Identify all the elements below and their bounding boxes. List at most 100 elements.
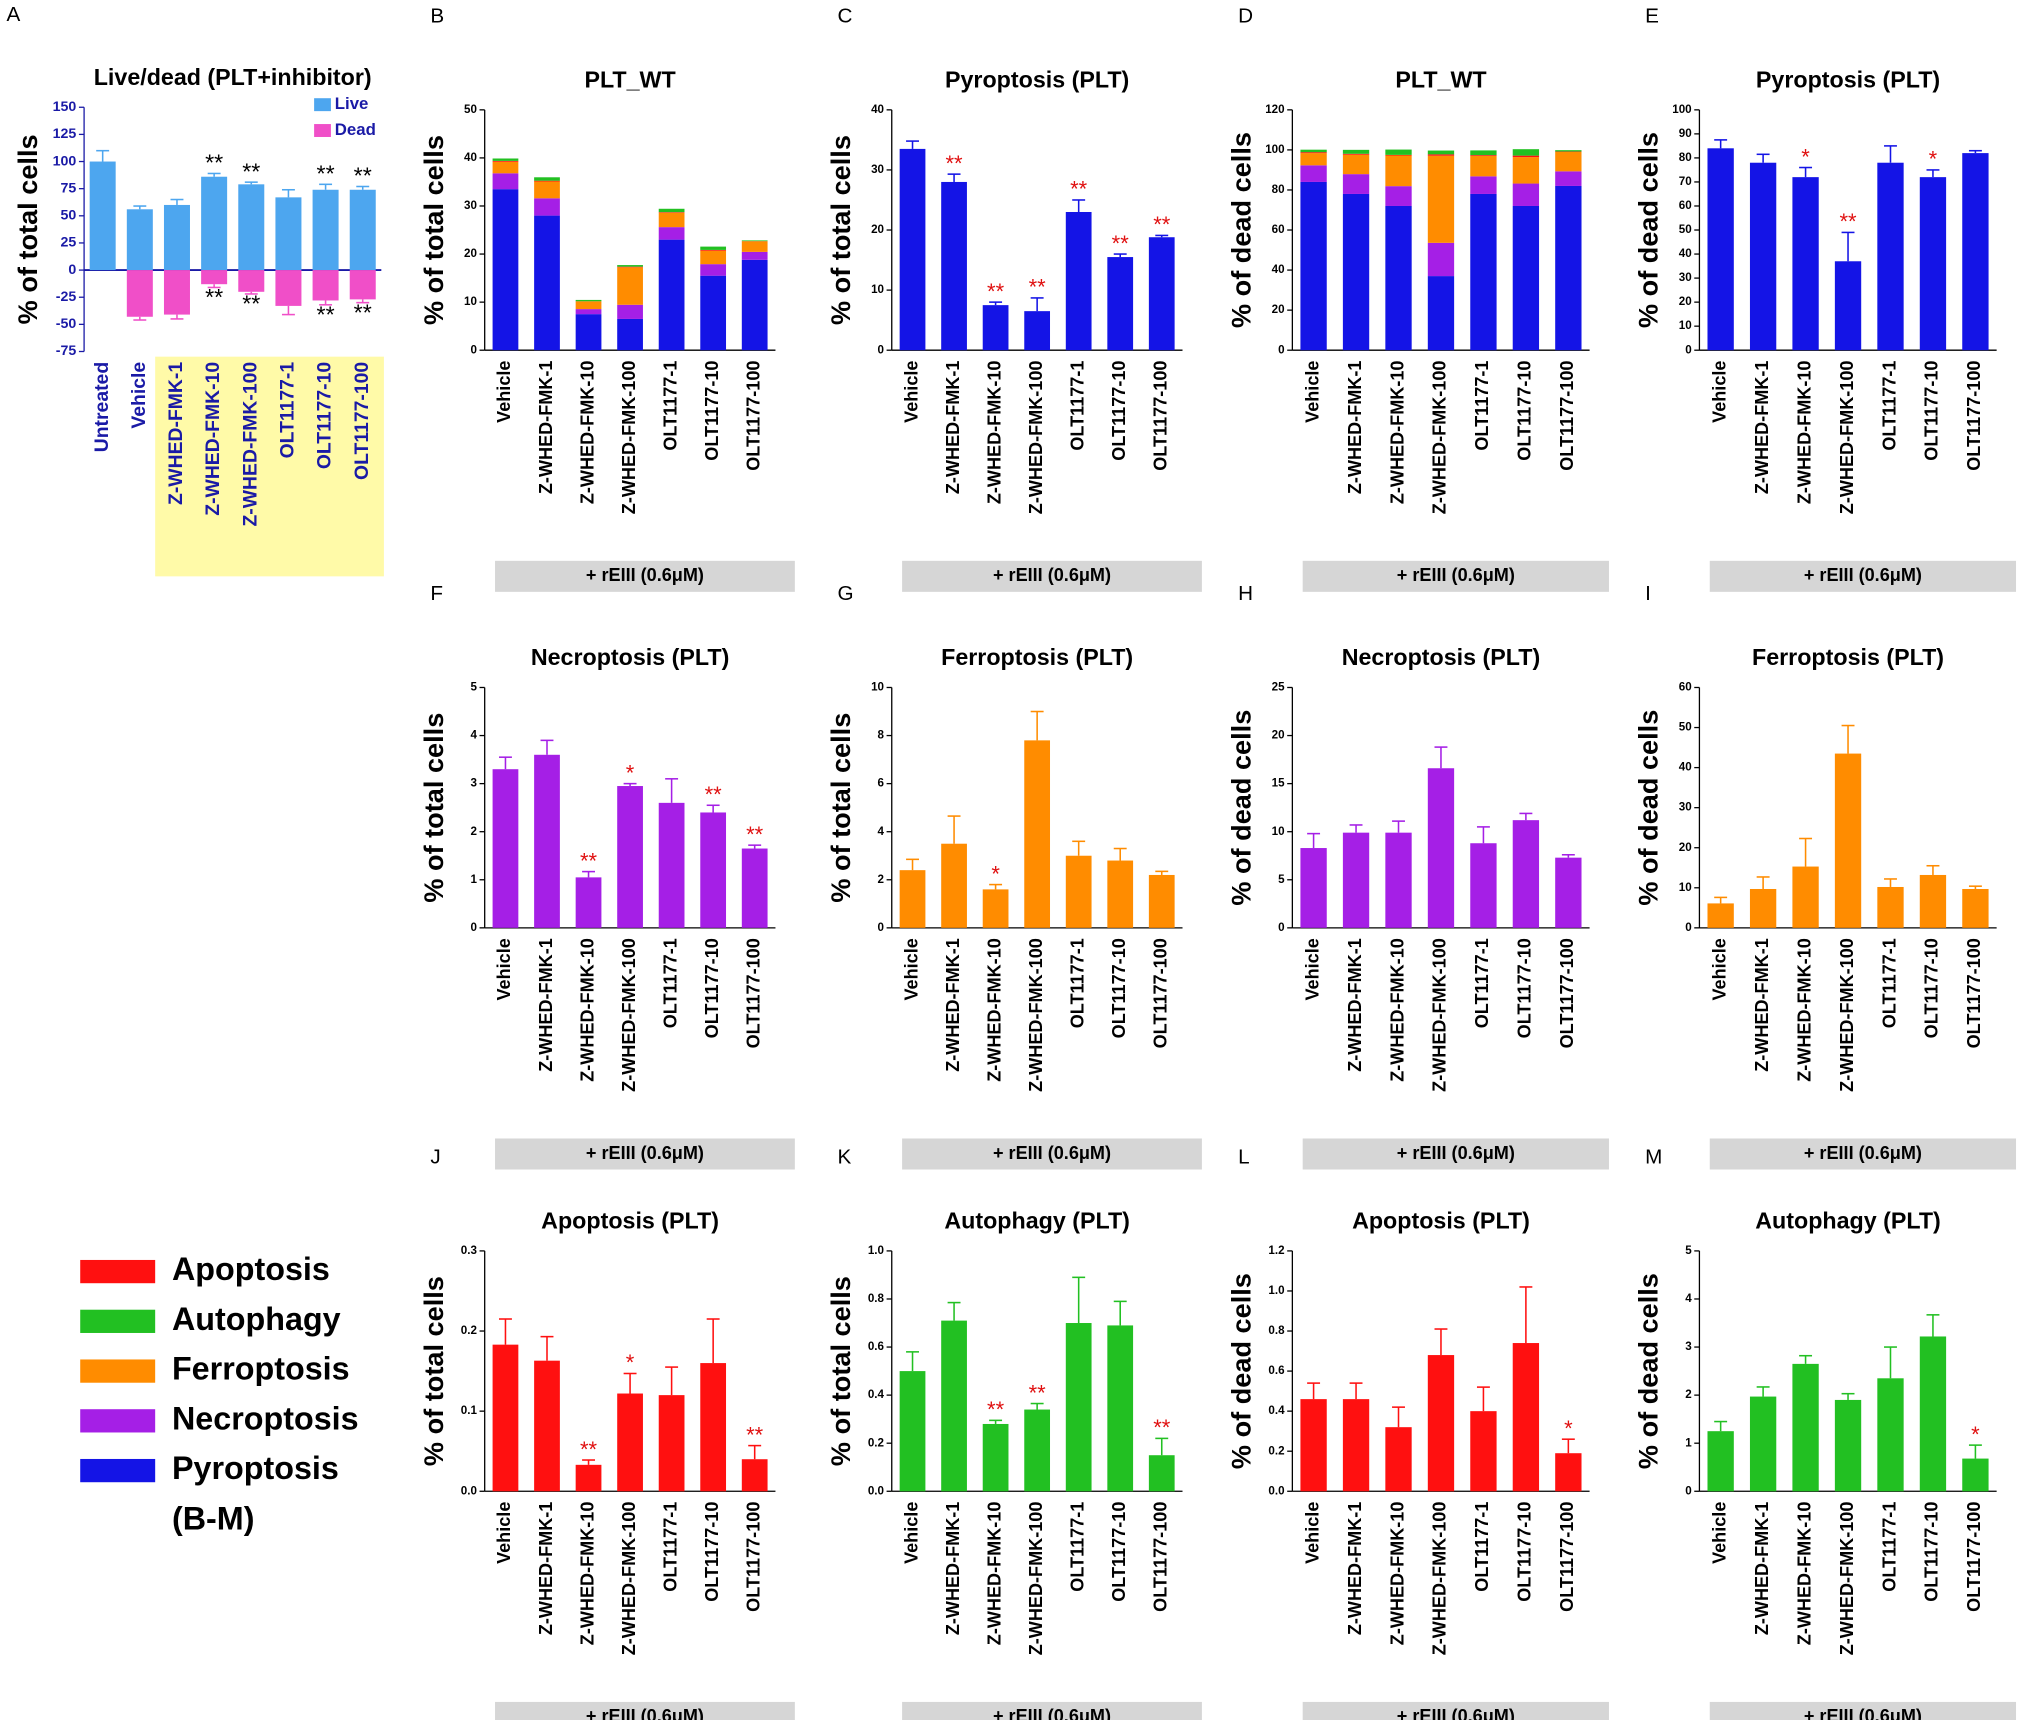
y-tick-label: 60 (1679, 681, 1692, 694)
bar-segment (1427, 150, 1455, 155)
footer-label: + rEIII (0.6μM) (993, 565, 1111, 585)
error-bar (1030, 297, 1044, 312)
error-bar (499, 756, 512, 770)
bar (1300, 848, 1327, 928)
panel-letter: L (1238, 1145, 1250, 1168)
bar-segment (1342, 193, 1370, 351)
error-bar (133, 316, 147, 321)
error-bar (244, 291, 258, 295)
bar (1792, 866, 1819, 928)
bar (1148, 874, 1175, 928)
footer-label: + rEIII (0.6μM) (1804, 565, 1922, 585)
error-bar (281, 188, 295, 198)
x-tick-label: OLT1177-1 (1879, 1502, 1899, 1592)
x-tick-label: OLT1177-100 (743, 1502, 763, 1612)
bar-segment (492, 161, 519, 174)
bar (899, 1371, 926, 1492)
error-bar (96, 149, 110, 162)
bar-segment (534, 198, 560, 216)
significance-mark: ** (987, 1397, 1005, 1422)
x-tick-label: OLT1177-10 (1109, 361, 1129, 461)
error-bar (1756, 153, 1770, 163)
error-bar (1155, 870, 1169, 875)
error-bar (1968, 1444, 1982, 1459)
significance-mark: * (1929, 147, 1938, 172)
bar (1148, 237, 1175, 351)
x-tick-label: Vehicle (901, 1502, 921, 1564)
y-tick-label: 30 (1679, 271, 1692, 284)
x-tick-label: Z-WHED-FMK-10 (1387, 938, 1407, 1082)
x-tick-label: Z-WHED-FMK-1 (165, 362, 187, 505)
bar (163, 204, 190, 271)
significance-mark: ** (1153, 212, 1171, 237)
y-tick-label: 1 (470, 873, 477, 886)
bar-segment (1512, 157, 1540, 184)
y-tick-label: 1.2 (1268, 1244, 1284, 1257)
error-bar (706, 804, 720, 813)
y-tick-label: 0 (878, 921, 884, 934)
legend-swatch (80, 1359, 156, 1383)
bar (492, 769, 519, 928)
y-tick-label: 40 (1272, 263, 1285, 276)
footer-box (1709, 1138, 2017, 1170)
y-tick-label: 0 (878, 343, 884, 356)
y-axis-label: % of total cells (418, 713, 449, 903)
y-tick-label: 120 (1265, 103, 1284, 116)
x-tick-label: OLT1177-1 (660, 1502, 680, 1592)
bar-segment (1470, 155, 1497, 177)
bar (1065, 855, 1092, 928)
bar (1107, 1325, 1134, 1492)
error-bar (1714, 896, 1728, 904)
bar (982, 889, 1009, 928)
footer-box (495, 1701, 795, 1720)
x-tick-label: OLT1177-10 (1515, 938, 1535, 1038)
error-bar (1155, 234, 1169, 238)
bar (1919, 874, 1947, 928)
x-tick-label: Z-WHED-FMK-100 (1837, 1502, 1857, 1656)
x-tick-label: OLT1177-1 (1067, 938, 1087, 1028)
x-tick-label: Z-WHED-FMK-10 (577, 1502, 597, 1646)
x-tick-label: OLT1177-10 (702, 361, 722, 461)
error-bar (582, 870, 595, 878)
footer-box (495, 1138, 795, 1170)
bar (1427, 1355, 1455, 1492)
y-tick-label: 40 (1679, 761, 1692, 774)
y-tick-label: 0.8 (1268, 1324, 1285, 1337)
bar-segment (700, 275, 727, 351)
y-tick-label: -25 (56, 289, 77, 305)
y-tick-label: 20 (1679, 841, 1692, 854)
chart-title: Ferroptosis (PLT) (941, 644, 1133, 670)
error-bar (665, 778, 679, 803)
y-tick-label: 25 (1272, 681, 1285, 694)
y-tick-label: 0 (470, 921, 476, 934)
x-tick-label: OLT1177-1 (277, 362, 299, 459)
bar-segment (1427, 276, 1455, 351)
y-tick-label: 5 (1685, 1244, 1692, 1257)
y-axis-label: % of dead cells (1632, 710, 1663, 906)
y-tick-label: 4 (470, 729, 477, 742)
bar (1555, 857, 1582, 928)
legend-swatch (80, 1259, 156, 1284)
bar-segment (1342, 153, 1370, 155)
x-tick-label: OLT1177-100 (1151, 1502, 1171, 1612)
bar (1877, 162, 1904, 351)
footer-label: + rEIII (0.6μM) (993, 1706, 1111, 1720)
y-tick-label: 10 (1679, 881, 1692, 894)
bar (1919, 177, 1947, 351)
y-tick-label: 1.0 (1268, 1284, 1284, 1297)
significance-mark: * (1801, 144, 1810, 169)
bar (982, 305, 1009, 351)
y-axis-label: % of dead cells (1225, 710, 1256, 906)
x-tick-label: OLT1177-1 (1067, 361, 1087, 451)
x-tick-label: OLT1177-100 (351, 362, 373, 480)
x-tick-label: Z-WHED-FMK-10 (202, 362, 224, 516)
footer-label: + rEIII (0.6μM) (1804, 1143, 1922, 1163)
error-bar (1030, 710, 1044, 741)
error-bar (1841, 231, 1855, 262)
error-bar (1030, 1402, 1044, 1410)
error-bar (1349, 824, 1363, 833)
error-bar (1476, 826, 1490, 844)
significance-mark: ** (1839, 209, 1857, 234)
legend-note: (B-M) (172, 1501, 255, 1537)
y-tick-label: 0 (470, 343, 476, 356)
